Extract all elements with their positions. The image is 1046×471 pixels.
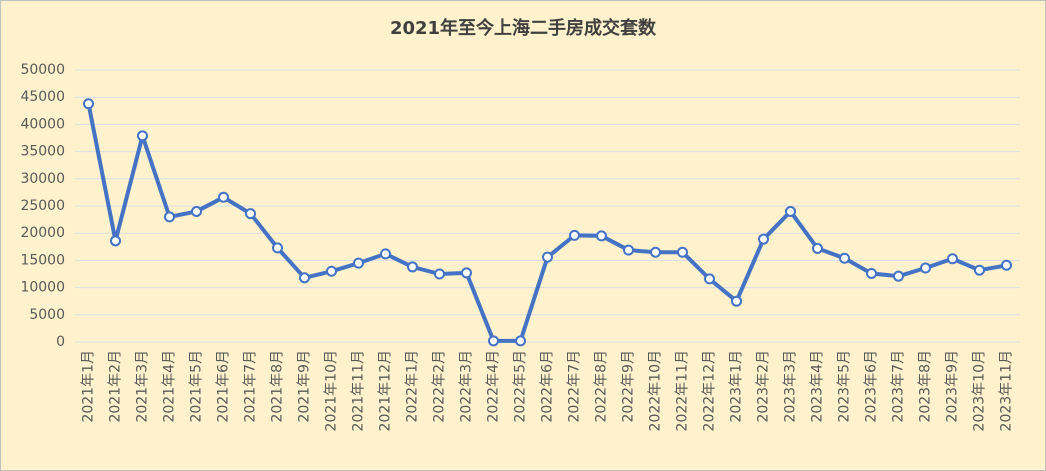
x-tick-label: 2022年10月 <box>648 350 664 431</box>
x-tick-label: 2021年1月 <box>81 350 97 423</box>
marker <box>353 257 364 269</box>
y-tick-label: 25000 <box>20 198 65 214</box>
y-tick-label: 5000 <box>29 307 65 323</box>
marker <box>83 98 94 110</box>
marker <box>812 242 823 254</box>
y-tick-label: 40000 <box>20 116 65 132</box>
marker <box>731 295 742 307</box>
x-tick-label: 2021年11月 <box>351 350 367 431</box>
marker <box>245 208 256 220</box>
x-tick-label: 2023年2月 <box>756 350 772 423</box>
marker <box>569 229 580 241</box>
marker <box>1001 259 1012 271</box>
marker <box>137 130 148 142</box>
y-tick-label: 15000 <box>20 252 65 268</box>
x-tick-label: 2022年3月 <box>459 350 475 423</box>
x-tick-label: 2023年9月 <box>945 350 961 423</box>
y-tick-label: 35000 <box>20 144 65 160</box>
marker <box>704 273 715 285</box>
marker <box>110 235 121 247</box>
x-tick-label: 2022年5月 <box>513 350 529 423</box>
x-tick-label: 2023年10月 <box>972 350 988 431</box>
x-tick-label: 2022年2月 <box>432 350 448 423</box>
x-tick-label: 2023年7月 <box>891 350 907 423</box>
x-tick-label: 2021年2月 <box>108 350 124 423</box>
marker <box>893 270 904 282</box>
marker <box>920 262 931 274</box>
marker <box>299 272 310 284</box>
marker <box>974 264 985 276</box>
x-tick-label: 2022年1月 <box>405 350 421 423</box>
x-tick-label: 2021年12月 <box>378 350 394 431</box>
x-tick-label: 2021年7月 <box>243 350 259 423</box>
x-tick-label: 2023年6月 <box>864 350 880 423</box>
x-tick-label: 2021年3月 <box>135 350 151 423</box>
y-tick-label: 0 <box>56 334 65 350</box>
x-tick-label: 2023年3月 <box>783 350 799 423</box>
marker <box>164 211 175 223</box>
x-tick-label: 2023年4月 <box>810 350 826 423</box>
x-tick-label: 2021年4月 <box>162 350 178 423</box>
marker <box>461 267 472 279</box>
marker <box>758 233 769 245</box>
x-tick-label: 2023年5月 <box>837 350 853 423</box>
x-tick-label: 2022年7月 <box>567 350 583 423</box>
marker <box>380 248 391 260</box>
x-tick-label: 2022年4月 <box>486 350 502 423</box>
marker <box>488 335 499 347</box>
marker <box>407 261 418 273</box>
x-tick-label: 2023年1月 <box>729 350 745 423</box>
y-tick-label: 30000 <box>20 171 65 187</box>
marker <box>272 242 283 254</box>
marker <box>596 230 607 242</box>
x-tick-label: 2022年6月 <box>540 350 556 423</box>
marker <box>191 205 202 217</box>
x-tick-label: 2023年11月 <box>999 350 1015 431</box>
marker <box>839 252 850 264</box>
y-tick-label: 20000 <box>20 225 65 241</box>
x-tick-label: 2022年12月 <box>702 350 718 431</box>
y-tick-label: 50000 <box>20 62 65 78</box>
marker <box>650 246 661 258</box>
marker <box>623 244 634 256</box>
marker <box>677 246 688 258</box>
chart-title: 2021年至今上海二手房成交套数 <box>390 17 657 39</box>
marker <box>947 253 958 265</box>
x-tick-label: 2021年5月 <box>189 350 205 423</box>
x-tick-label: 2021年8月 <box>270 350 286 423</box>
y-tick-label: 10000 <box>20 280 65 296</box>
marker <box>542 251 553 263</box>
marker <box>785 205 796 217</box>
x-tick-label: 2023年8月 <box>918 350 934 423</box>
y-tick-label: 45000 <box>20 89 65 105</box>
marker <box>326 265 337 277</box>
marker <box>434 268 445 280</box>
x-tick-label: 2022年8月 <box>594 350 610 423</box>
marker <box>515 335 526 347</box>
x-tick-label: 2022年9月 <box>621 350 637 423</box>
x-tick-label: 2021年10月 <box>324 350 340 431</box>
x-tick-label: 2021年9月 <box>297 350 313 423</box>
x-tick-label: 2021年6月 <box>216 350 232 423</box>
marker <box>218 191 229 203</box>
marker <box>866 267 877 279</box>
x-tick-label: 2022年11月 <box>675 350 691 431</box>
